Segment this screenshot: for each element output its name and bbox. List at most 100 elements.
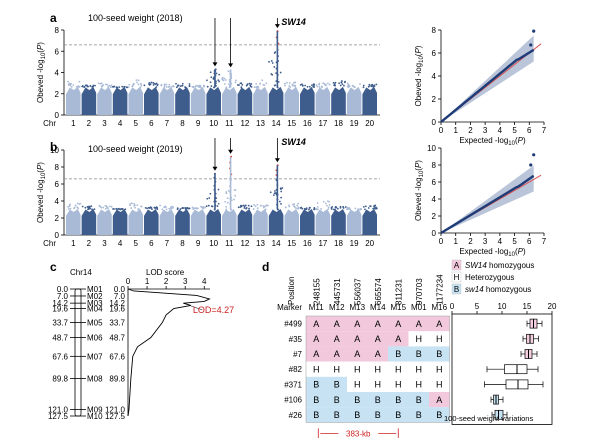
marker-position-M08: 89.8 <box>52 374 68 383</box>
snp-point <box>184 86 187 88</box>
snp-point <box>277 81 280 83</box>
snp-point <box>121 207 124 210</box>
snp-point <box>188 83 191 85</box>
snp-point <box>249 85 252 88</box>
snp-point <box>130 207 133 209</box>
genotype-cell <box>306 346 327 362</box>
snp-point <box>273 66 276 68</box>
snp-point <box>312 85 315 88</box>
snp-point <box>224 200 227 203</box>
manhattan-b-title: 100-seed weight (2019) <box>88 144 183 154</box>
marker-name-M08: M08 <box>87 374 103 383</box>
manhattan-a-title: 100-seed weight (2018) <box>88 13 183 23</box>
y-axis-title-tail: ( <box>36 50 45 53</box>
snp-point <box>91 86 93 88</box>
snp-point <box>217 188 220 191</box>
snp-point <box>260 204 262 207</box>
snp-point <box>188 85 191 87</box>
y-tick-label: 4 <box>432 195 437 204</box>
snp-point <box>301 207 304 210</box>
snp-point <box>75 85 78 88</box>
y-tick-label: 0 <box>432 118 437 127</box>
snp-point <box>216 205 219 207</box>
snp-point <box>137 83 140 86</box>
chromosome-label-16: 16 <box>303 119 312 128</box>
chromosome-label-1: 1 <box>71 239 76 248</box>
snp-point <box>88 205 91 208</box>
marker-position-M03: 14.2 <box>52 299 68 308</box>
genotype-cell <box>347 392 368 408</box>
snp-point <box>148 84 151 86</box>
peak-arrowhead <box>212 166 218 171</box>
genotype-cell <box>347 316 368 332</box>
box-x-tick-label: 5 <box>475 302 480 311</box>
y-axis-p: P <box>414 48 423 54</box>
chromosome-label-13: 13 <box>256 119 265 128</box>
genotype-value: H <box>436 334 443 344</box>
snp-point <box>289 86 292 89</box>
observed-points-curve <box>440 174 535 235</box>
genotype-cell <box>408 316 429 332</box>
snp-point <box>275 72 277 75</box>
snp-point <box>192 208 195 210</box>
snp-point <box>135 79 138 81</box>
y-tick-label: 8 <box>55 26 60 35</box>
genotype-panel: Position 248155 445731 556037 665574 811231 97… <box>277 259 557 438</box>
genotype-cell <box>429 407 450 423</box>
snp-point <box>305 207 308 210</box>
snp-point <box>106 206 109 209</box>
snp-point <box>68 205 71 208</box>
genotype-cell <box>429 376 450 392</box>
snp-point <box>332 81 335 84</box>
box-x-tick-label: 10 <box>498 302 507 311</box>
snp-point <box>255 82 258 85</box>
chromosome-block-12 <box>237 86 253 115</box>
snp-point <box>308 85 311 88</box>
snp-point <box>292 81 295 84</box>
marker-name-M03: M03 <box>87 299 103 308</box>
max-point <box>532 153 536 157</box>
genotype-cell <box>326 392 347 408</box>
snp-point <box>293 203 296 205</box>
position-label: Position <box>287 277 296 305</box>
snp-point <box>81 205 84 208</box>
y-tick-label: 10 <box>50 146 59 155</box>
genotype-cell <box>429 316 450 332</box>
snp-point <box>181 84 184 87</box>
genotype-cell <box>388 331 409 347</box>
snp-point <box>179 85 182 88</box>
snp-point <box>325 84 328 87</box>
peak-arrowhead <box>212 62 218 67</box>
x-tick-label: 7 <box>542 126 547 135</box>
snp-point <box>210 76 213 79</box>
marker-name-M01: M01 <box>87 285 103 294</box>
snp-point <box>238 84 240 86</box>
snp-point <box>110 86 112 89</box>
marker-position-M10: 127.5 <box>48 412 69 421</box>
lod-position-M03: 14.2 <box>109 299 125 308</box>
snp-point <box>179 208 182 210</box>
chromosome-label-19: 19 <box>350 119 359 128</box>
legend-desc-A: homozygous <box>487 261 535 270</box>
snp-point <box>364 205 367 208</box>
snp-point <box>268 60 270 63</box>
genotype-value: H <box>416 334 423 344</box>
marker-header-M12: M12 <box>329 303 345 312</box>
gene-label-sw14: SW14 <box>281 17 306 27</box>
chromosome-label-11: 11 <box>225 239 234 248</box>
snp-point <box>234 194 237 197</box>
snp-point <box>110 84 113 87</box>
marker-position-M06: 48.7 <box>52 334 68 343</box>
snp-point <box>100 82 103 85</box>
snp-point <box>284 84 286 87</box>
genotype-value: A <box>313 349 319 359</box>
genotype-cell <box>367 331 388 347</box>
snp-point <box>163 86 166 89</box>
chromosome-label-19: 19 <box>350 239 359 248</box>
genotype-cell <box>408 392 429 408</box>
genotype-value: B <box>395 349 401 359</box>
lod-tick-label: 4 <box>202 277 207 286</box>
genotype-cell <box>306 407 327 423</box>
lod-axis-title: LOD score <box>146 268 185 277</box>
legend-italic-B: sw14 <box>465 285 484 294</box>
